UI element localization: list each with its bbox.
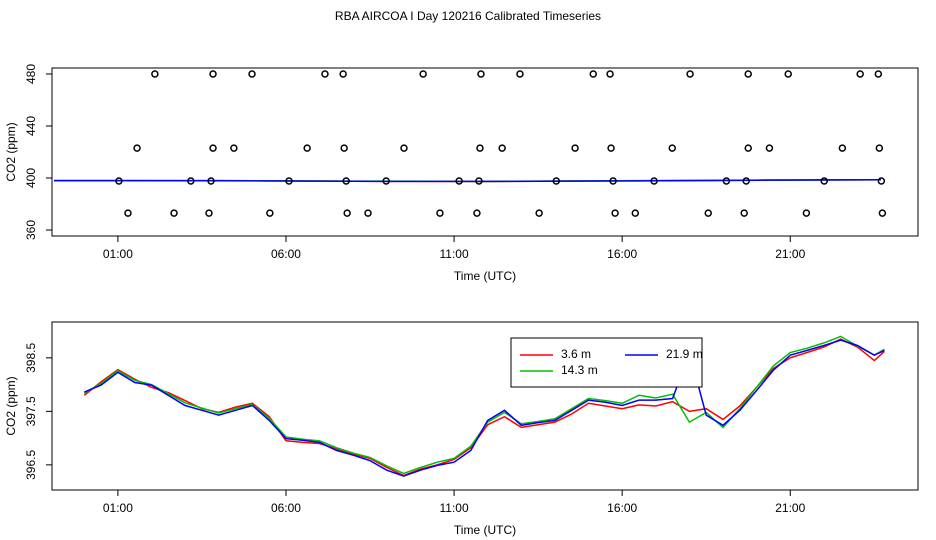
x-tick-label: 01:00 [103, 247, 133, 261]
data-point [170, 209, 178, 217]
data-point [343, 209, 351, 217]
data-point [248, 70, 256, 78]
legend-label: 3.6 m [561, 347, 591, 361]
plot-frame [51, 67, 919, 237]
x-tick-label: 01:00 [103, 501, 133, 515]
data-line [83, 335, 885, 475]
data-point [187, 177, 195, 185]
data-point [874, 70, 883, 78]
data-point [342, 177, 350, 185]
data-point [744, 144, 752, 152]
data-point [209, 144, 217, 152]
data-line [83, 338, 885, 477]
y-tick-label: 397.5 [24, 396, 38, 426]
data-point [419, 70, 427, 78]
data-point [516, 70, 524, 78]
y-tick-label: 440 [24, 116, 38, 136]
x-tick-label: 21:00 [775, 501, 805, 515]
data-point [321, 70, 329, 78]
y-tick-label: 400 [24, 168, 38, 188]
data-point [473, 209, 481, 217]
data-point [151, 70, 159, 78]
data-point [477, 70, 485, 78]
x-tick-label: 06:00 [271, 247, 301, 261]
data-point [436, 209, 444, 217]
y-tick-label: 360 [24, 220, 38, 240]
data-point [205, 209, 213, 217]
x-tick-label: 16:00 [607, 501, 637, 515]
data-point [303, 144, 311, 152]
data-point [535, 209, 543, 217]
data-line [53, 179, 882, 183]
data-point [765, 144, 774, 152]
data-point [115, 177, 123, 185]
data-point [498, 144, 506, 152]
y-axis-label: CO2 (ppm) [4, 376, 18, 435]
data-point [339, 70, 347, 78]
data-point [606, 70, 614, 78]
x-tick-label: 21:00 [775, 247, 805, 261]
legend-label: 21.9 m [666, 347, 703, 361]
data-point [650, 177, 658, 185]
x-tick-label: 16:00 [607, 247, 637, 261]
data-point [686, 70, 694, 78]
legend-box [510, 337, 703, 388]
data-point [340, 144, 348, 152]
data-point [609, 177, 617, 185]
data-point [571, 144, 579, 152]
data-point [475, 177, 483, 185]
y-tick-label: 396.5 [24, 450, 38, 480]
data-point [589, 70, 597, 78]
data-point [631, 209, 640, 217]
x-axis-label: Time (UTC) [454, 269, 516, 283]
plot-frame [51, 321, 919, 491]
data-point [740, 209, 748, 217]
y-tick-label: 480 [24, 64, 38, 84]
data-point [266, 209, 274, 217]
legend-label: 14.3 m [561, 363, 598, 377]
data-point [722, 177, 731, 185]
data-point [552, 177, 561, 185]
x-axis-label: Time (UTC) [454, 523, 516, 537]
y-axis-label: CO2 (ppm) [4, 122, 18, 181]
data-point [364, 209, 372, 217]
data-point [856, 70, 864, 78]
data-point [802, 209, 811, 217]
data-point [742, 177, 750, 185]
data-point [744, 70, 752, 78]
x-tick-label: 06:00 [271, 501, 301, 515]
data-point [784, 70, 792, 78]
data-point [704, 209, 712, 217]
data-point [607, 144, 615, 152]
data-line [84, 339, 885, 477]
y-tick-label: 398.5 [24, 343, 38, 373]
data-point [838, 144, 847, 152]
data-point [285, 177, 293, 185]
data-point [230, 144, 238, 152]
data-point [124, 209, 132, 217]
data-point [611, 209, 619, 217]
data-point [820, 177, 828, 185]
data-point [877, 177, 886, 185]
data-point [878, 209, 887, 217]
data-point [400, 144, 408, 152]
data-point [476, 144, 484, 152]
page-title: RBA AIRCOA I Day 120216 Calibrated Times… [335, 9, 601, 23]
data-point [133, 144, 141, 152]
x-tick-label: 11:00 [440, 247, 469, 261]
data-point [875, 144, 884, 152]
data-point [207, 177, 215, 185]
data-point [455, 177, 463, 185]
data-point [668, 144, 677, 152]
x-tick-label: 11:00 [440, 501, 469, 515]
data-point [209, 70, 217, 78]
data-point [382, 177, 390, 185]
